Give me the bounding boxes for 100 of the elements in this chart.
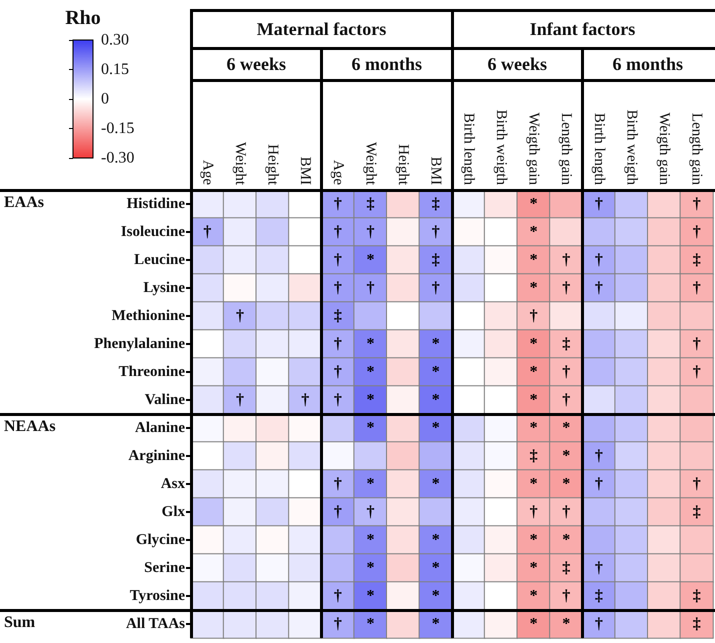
x-tick-label: Length gain	[558, 112, 574, 186]
data-label: †	[692, 364, 701, 380]
x-tick-label: Birth length	[460, 112, 476, 186]
data-label: †	[530, 504, 538, 520]
data-label: *	[530, 476, 538, 492]
data-label: ‡	[432, 196, 440, 212]
data-label: †	[334, 224, 342, 240]
data-label: †	[562, 252, 570, 268]
data-label: †	[301, 392, 310, 408]
data-label: †	[692, 476, 701, 492]
y-tick-label: Lysine	[143, 280, 186, 296]
data-label: †	[236, 392, 244, 408]
data-label: †	[692, 336, 701, 352]
data-label: *	[530, 196, 538, 212]
y-tick-label: Glycine	[136, 532, 186, 548]
color-bar-label: 0	[101, 90, 109, 108]
data-label: *	[366, 616, 374, 632]
y-tick-label: Tyrosine	[130, 588, 186, 604]
data-label: †	[334, 504, 342, 520]
text: 6 months	[350, 52, 423, 76]
data-label: †	[334, 616, 342, 632]
data-label: †	[334, 364, 342, 380]
x-tick-label: Weight	[362, 142, 378, 186]
x-tick-label: Weight	[232, 142, 248, 186]
data-label: ‡	[692, 616, 701, 632]
data-label: *	[366, 252, 374, 268]
data-label: *	[432, 476, 440, 492]
data-label: †	[594, 476, 603, 492]
data-label: *	[562, 532, 570, 548]
x-tick-label: Weigth gain	[526, 112, 542, 186]
data-label: *	[432, 392, 440, 408]
x-tick-label: Birth weigth	[623, 110, 640, 186]
color-bar-label: 0.15	[101, 61, 129, 78]
data-label: *	[562, 476, 570, 492]
y-tick-label: Arginine	[128, 448, 186, 464]
data-label: †	[432, 224, 440, 240]
data-label: †	[236, 308, 244, 324]
data-label: †	[594, 196, 603, 212]
text: NEAAs	[4, 418, 56, 436]
data-label: *	[366, 588, 374, 604]
y-tick-label: Histidine	[126, 196, 186, 212]
data-label: †	[334, 588, 342, 604]
data-label: *	[432, 588, 440, 604]
data-label: †	[203, 224, 212, 240]
y-tick-label: Serine	[144, 560, 186, 576]
data-label: ‡	[562, 336, 570, 352]
data-label: *	[530, 392, 538, 408]
data-label: *	[366, 336, 374, 352]
y-tick-label: Leucine	[134, 252, 186, 268]
data-label: *	[562, 448, 570, 464]
data-label: †	[692, 224, 701, 240]
data-label: *	[530, 280, 538, 296]
data-label: †	[432, 280, 440, 296]
data-label: ‡	[594, 588, 603, 604]
data-label: *	[530, 532, 538, 548]
y-tick-label: Valine	[144, 392, 186, 408]
data-label: †	[366, 280, 374, 296]
data-label: †	[594, 448, 603, 464]
x-tick-label: Age	[330, 160, 346, 186]
text: Maternal factors	[256, 18, 388, 40]
color-bar-label: -0.15	[101, 120, 134, 137]
x-tick-label: Age	[199, 160, 216, 186]
data-label: *	[432, 336, 440, 352]
data-label: *	[562, 420, 570, 436]
x-tick-label: BMI	[428, 156, 444, 185]
y-tick-label: Methionine	[112, 308, 186, 324]
data-label: †	[334, 476, 342, 492]
data-label: *	[562, 616, 570, 632]
y-tick-label: Threonine	[118, 364, 186, 380]
x-tick-label: Birth length	[590, 112, 607, 186]
data-label: †	[692, 280, 701, 296]
data-label: *	[366, 532, 374, 548]
y-tick-label: Isoleucine	[120, 224, 186, 240]
color-bar-title: Rho	[65, 7, 101, 29]
data-label: *	[366, 560, 374, 576]
data-label: *	[432, 560, 440, 576]
data-label: †	[530, 308, 538, 324]
data-label: *	[366, 420, 374, 436]
text: Sum	[4, 614, 36, 632]
data-label: †	[594, 280, 603, 296]
data-label: †	[594, 560, 603, 576]
data-label: *	[530, 252, 538, 268]
data-label: †	[366, 224, 374, 240]
data-label: †	[334, 196, 342, 212]
color-bar-label: -0.30	[101, 150, 134, 166]
data-label: *	[432, 364, 440, 380]
y-tick-label: Alanine	[134, 420, 186, 436]
data-label: †	[562, 588, 570, 604]
x-tick-label: Birth weigth	[492, 110, 509, 186]
data-label: ‡	[692, 252, 701, 268]
data-label: †	[562, 392, 570, 408]
data-label: ‡	[562, 560, 570, 576]
data-label: †	[562, 364, 570, 380]
y-tick-label: Glx	[162, 504, 186, 520]
data-label: *	[432, 420, 440, 436]
y-tick-label: Phenylalanine	[94, 336, 186, 352]
data-label: *	[530, 224, 538, 240]
x-tick-label: Height	[264, 144, 281, 186]
data-label: *	[530, 336, 538, 352]
x-tick-label: Height	[395, 144, 412, 186]
